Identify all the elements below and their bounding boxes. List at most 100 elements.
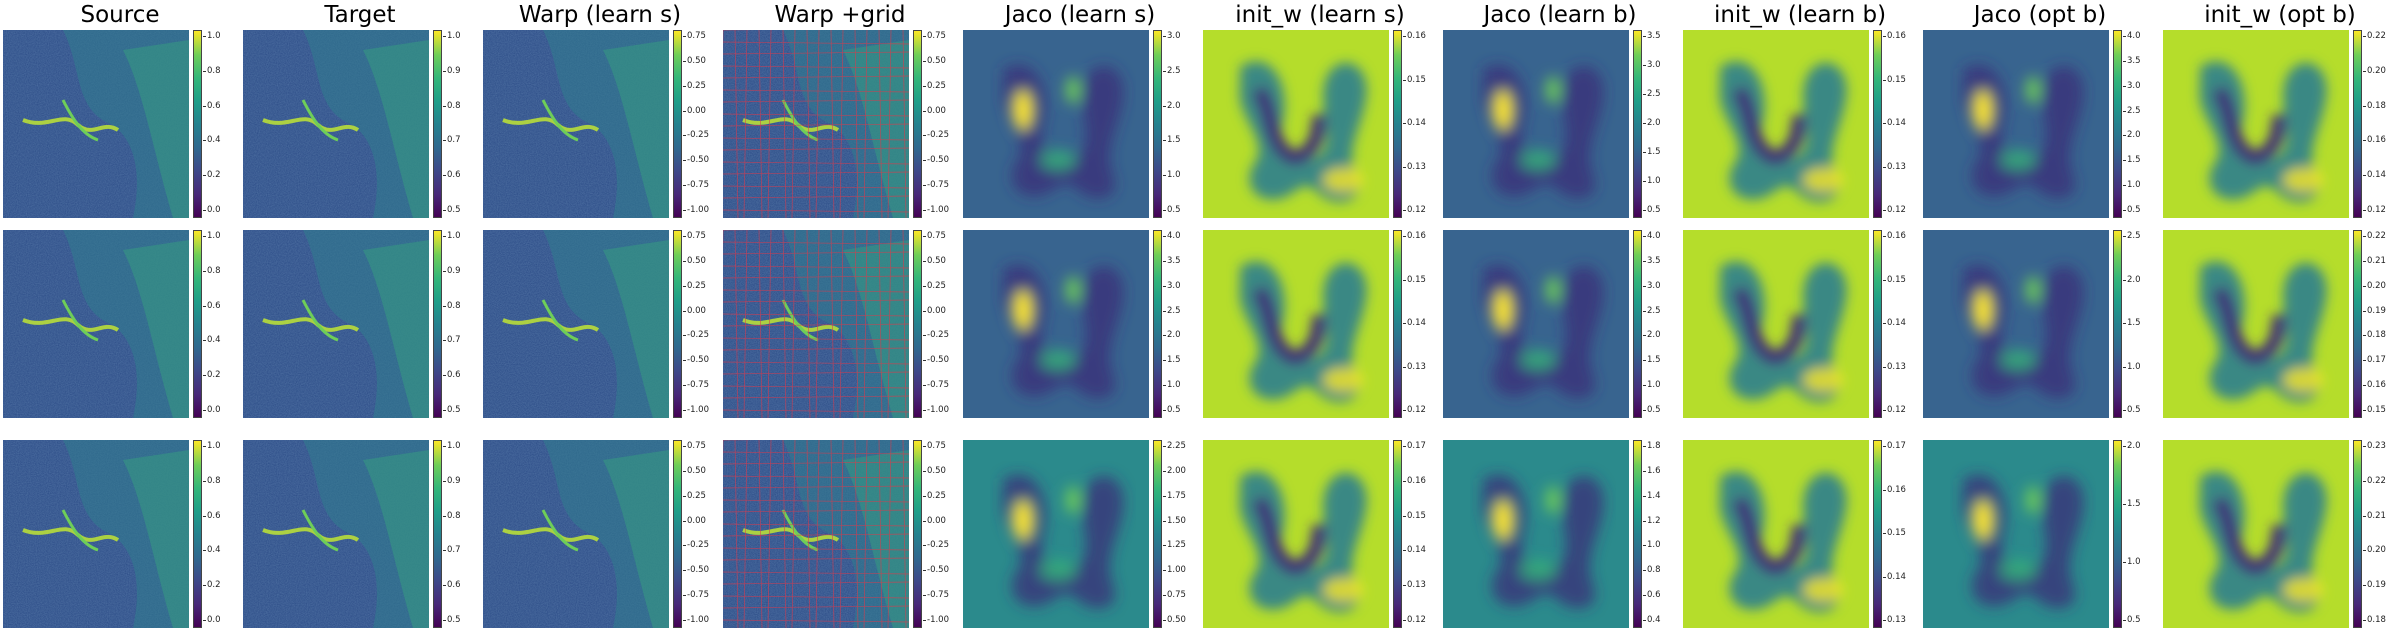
colorbar-tick-label: 0.15: [1883, 74, 1906, 85]
colorbar: [1633, 230, 1642, 418]
colorbar-tick-label: 0.50: [683, 465, 706, 476]
colorbar-tick-label: 0.16: [1403, 475, 1426, 486]
colorbar-tick-label: 1.0: [1643, 380, 1661, 391]
colorbar-tick-label: 0.8: [443, 510, 461, 521]
colorbar-tick-label: 0.21: [2363, 255, 2386, 266]
initw-image: [2163, 440, 2349, 628]
colorbar-tick-label: 1.0: [2123, 180, 2141, 191]
figure-panel: 0.75 0.50 0.25 0.00 -0.25 -0.50 -0.75 -1.00: [480, 28, 720, 220]
column-title: Target: [324, 2, 396, 28]
initw-image: [1683, 230, 1869, 418]
colorbar-tick-label: 0.50: [923, 55, 946, 66]
colorbar-tick-label: 0.6: [443, 170, 461, 181]
column-title: init_w (learn b): [1713, 2, 1887, 28]
colorbar-tick-label: 2.5: [1163, 305, 1181, 316]
initw-image: [1203, 440, 1389, 628]
colorbar: [1153, 230, 1162, 418]
colorbar-tick-label: 0.16: [2363, 135, 2386, 146]
colorbar-tick-label: 3.0: [1163, 280, 1181, 291]
column-title: init_w (learn s): [1235, 2, 1405, 28]
colorbar-tick-label: 1.0: [1643, 540, 1661, 551]
figure-panel: 0.75 0.50 0.25 0.00 -0.25 -0.50 -0.75 -1.00: [720, 438, 960, 630]
colorbar-tick-label: 0.5: [2123, 615, 2141, 625]
colorbar-tick-label: 1.8: [1643, 441, 1661, 451]
colorbar-tick-label: 0.50: [1163, 615, 1186, 625]
colorbar-tick-label: 0.14: [1883, 118, 1906, 128]
colorbar: [193, 30, 202, 218]
colorbar-tick-label: 1.5: [1643, 147, 1661, 157]
colorbar-tick-label: -1.00: [683, 405, 709, 415]
column-title: Jaco (learn b): [1483, 2, 1637, 28]
colorbar-tick-label: 0.21: [2363, 510, 2386, 521]
colorbar-tick-label: 0.25: [683, 80, 706, 91]
colorbar: [673, 30, 682, 218]
jaco-image: [1923, 440, 2109, 628]
colorbar-tick-label: 0.75: [683, 31, 706, 41]
colorbar-tick-label: 0.5: [1163, 205, 1181, 215]
colorbar-tick-label: 0.19: [2363, 305, 2386, 316]
colorbar-tick-label: 1.0: [443, 441, 461, 451]
colorbar-tick-label: -1.00: [683, 615, 709, 625]
colorbar: [913, 440, 922, 628]
colorbar-tick-label: 2.0: [1643, 330, 1661, 341]
colorbar-tick-label: 1.5: [2123, 499, 2141, 509]
colorbar: [433, 230, 442, 418]
colorbar-tick-label: 0.20: [2363, 280, 2386, 291]
colorbar-tick-label: 0.8: [203, 65, 221, 76]
colorbar-tick-label: 0.4: [203, 545, 221, 556]
colorbar-tick-label: 0.6: [203, 100, 221, 111]
colorbar-tick-label: 1.5: [1163, 135, 1181, 146]
colorbar-tick-label: -0.75: [923, 180, 949, 191]
mri-image: [3, 440, 189, 628]
colorbar-tick-label: 0.16: [1403, 231, 1426, 241]
figure-panel: 0.22 0.20 0.18 0.16 0.14 0.12: [2160, 28, 2400, 220]
mri-image: [3, 30, 189, 218]
colorbar-tick-label: -0.25: [923, 540, 949, 551]
colorbar-tick-label: 0.0: [203, 615, 221, 625]
column-title: Source: [80, 2, 160, 28]
colorbar-tick-label: 0.8: [1643, 565, 1661, 576]
jaco-image: [1443, 230, 1629, 418]
initw-image: [2163, 230, 2349, 418]
initw-image: [1203, 230, 1389, 418]
jaco-image: [1923, 30, 2109, 218]
grid-image: [723, 30, 909, 218]
colorbar-tick-label: 0.12: [1403, 205, 1426, 215]
colorbar-tick-label: 2.5: [1643, 305, 1661, 316]
colorbar-tick-label: -0.50: [923, 355, 949, 366]
figure-panel: 0.16 0.15 0.14 0.13 0.12: [1680, 228, 1920, 420]
column-title: Warp +grid: [774, 2, 906, 28]
mri-image: [483, 30, 669, 218]
colorbar-tick-label: 0.13: [1883, 615, 1906, 625]
colorbar-tick-label: 0.00: [683, 305, 706, 316]
figure-panel: 1.8 1.6 1.4 1.2 1.0 0.8 0.6 0.4: [1440, 438, 1680, 630]
colorbar: [433, 440, 442, 628]
colorbar-tick-label: 0.20: [2363, 65, 2386, 76]
figure-panel: 0.75 0.50 0.25 0.00 -0.25 -0.50 -0.75 -1.00: [720, 28, 960, 220]
colorbar-tick-label: 0.7: [443, 335, 461, 346]
mri-image: [243, 230, 429, 418]
colorbar-tick-label: 1.0: [1643, 176, 1661, 186]
colorbar-tick-label: 0.14: [1403, 545, 1426, 556]
colorbar-tick-label: 0.5: [443, 615, 461, 625]
colorbar: [2113, 230, 2122, 418]
colorbar-tick-label: 0.00: [923, 305, 946, 316]
colorbar-tick-label: -1.00: [923, 205, 949, 215]
colorbar: [1153, 440, 1162, 628]
jaco-image: [963, 30, 1149, 218]
colorbar-tick-label: 0.7: [443, 545, 461, 556]
colorbar-tick-label: 1.0: [203, 441, 221, 451]
colorbar-tick-label: 2.0: [1163, 100, 1181, 111]
colorbar-tick-label: 0.12: [1883, 405, 1906, 415]
colorbar-tick-label: 3.5: [1643, 255, 1661, 266]
colorbar-tick-label: 0.18: [2363, 615, 2386, 625]
colorbar-tick-label: 0.14: [1403, 318, 1426, 328]
colorbar-tick-label: 0.13: [1883, 161, 1906, 172]
colorbar-tick-label: -0.50: [683, 155, 709, 166]
colorbar-tick-label: -0.25: [683, 540, 709, 551]
figure-panel: 2.5 2.0 1.5 1.0 0.5: [1920, 228, 2160, 420]
colorbar-tick-label: 0.18: [2363, 100, 2386, 111]
colorbar-tick-label: 3.5: [2123, 55, 2141, 66]
mri-image: [3, 230, 189, 418]
initw-image: [1683, 30, 1869, 218]
